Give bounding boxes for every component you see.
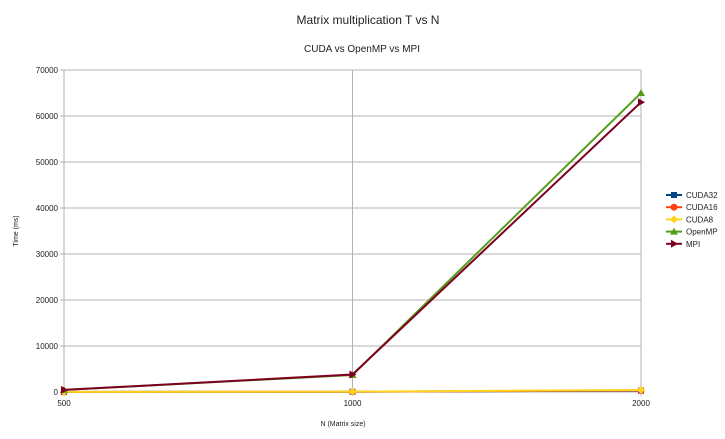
x-tick-label: 1000 [344,399,362,408]
legend-label: CUDA16 [686,203,718,212]
legend-label: CUDA32 [686,191,718,200]
legend-swatch-marker [671,192,677,198]
data-point-mpi [638,98,645,107]
legend-swatch-marker [671,239,678,248]
legend-label: MPI [686,240,700,249]
y-tick-labels: 0 10000 20000 30000 40000 50000 60000 70000 [36,66,59,397]
data-point-mpi [61,385,68,394]
legend: CUDA32 CUDA16 CUDA8 OpenMP MPI [666,191,718,249]
y-tick-label: 70000 [36,66,59,75]
series-cuda8 [60,385,645,396]
data-point-openmp [637,89,645,96]
legend-item-mpi: MPI [666,239,700,249]
y-tick-label: 60000 [36,112,59,121]
legend-swatch-marker [670,227,678,235]
legend-item-cuda16: CUDA16 [666,203,718,212]
chart-subtitle: CUDA vs OpenMP vs MPI [304,44,420,55]
data-point-mpi [349,370,357,379]
x-tick-label: 500 [57,399,71,408]
y-tick-label: 50000 [36,158,59,167]
legend-swatch-marker [670,203,678,211]
x-tick-labels: 500 1000 2000 [57,399,650,408]
x-axis-label: N (Matrix size) [320,421,365,428]
legend-item-openmp: OpenMP [666,227,718,237]
legend-swatch-marker [670,215,678,224]
y-tick-label: 40000 [36,204,59,213]
legend-item-cuda8: CUDA8 [666,215,714,224]
y-tick-label: 30000 [36,250,59,259]
legend-label: CUDA8 [686,215,714,224]
y-tick-label: 10000 [36,342,59,351]
y-tick-label: 20000 [36,296,59,305]
data-point-cuda8 [348,387,357,396]
legend-label: OpenMP [686,228,718,237]
series-mpi [61,98,645,394]
y-tick-label: 0 [54,388,59,397]
chart-title: Matrix multiplication T vs N [297,13,440,27]
data-point-cuda8 [637,385,645,394]
series-layer [60,89,645,396]
axes [60,69,642,396]
y-axis-label: Time (ms) [13,215,20,246]
x-tick-label: 2000 [632,399,650,408]
gridlines [64,69,642,392]
legend-item-cuda32: CUDA32 [666,191,718,200]
